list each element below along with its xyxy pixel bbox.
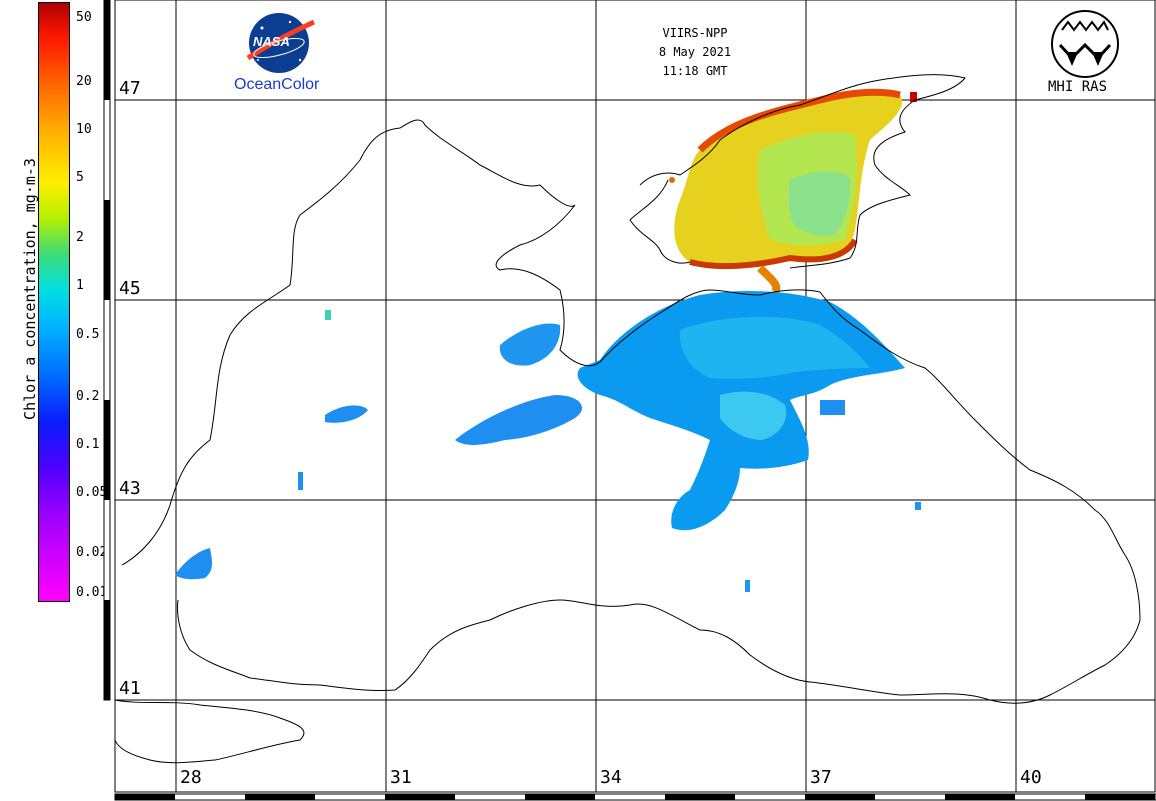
coastline (114, 74, 1141, 764)
satellite-name: VIIRS-NPP (662, 26, 728, 40)
lon-label: 34 (600, 767, 622, 788)
colorbar-label: 2 (76, 230, 84, 245)
oceancolor-caption: OceanColor (234, 76, 320, 93)
lon-label: 37 (810, 767, 832, 788)
colorbar-label: 20 (76, 74, 92, 89)
lon-label: 28 (180, 767, 202, 788)
colorbar-label: 50 (76, 10, 92, 25)
lat-label: 45 (119, 278, 141, 299)
colorbar (38, 2, 70, 602)
colorbar-label: 5 (76, 170, 84, 185)
chlorophyll-data (175, 88, 921, 592)
lon-label: 40 (1020, 767, 1042, 788)
lat-scale-bar (103, 0, 111, 701)
lat-label: 41 (119, 678, 141, 699)
colorbar-label: 0.2 (76, 389, 100, 404)
map-border (114, 0, 1156, 793)
graticule (115, 0, 1155, 792)
colorbar-label: 1 (76, 278, 84, 293)
colorbar-label: 0.1 (76, 437, 100, 452)
colorbar-label: 0.02 (76, 545, 108, 560)
lat-label: 43 (119, 478, 141, 499)
colorbar-label: 0.01 (76, 585, 108, 600)
nasa-logo (246, 13, 316, 73)
lat-label: 47 (119, 78, 141, 99)
nasa-wordmark: NASA (253, 34, 290, 49)
colorbar-label: 0.5 (76, 327, 100, 342)
image-date: 8 May 2021 (658, 45, 732, 59)
mhi-logo (1051, 10, 1119, 78)
colorbar-label: 10 (76, 122, 92, 137)
lon-label: 31 (390, 767, 412, 788)
colorbar-label: 0.05 (76, 485, 108, 500)
mhi-caption: MHI RAS (1048, 79, 1108, 95)
image-time: 11:18 GMT (662, 64, 728, 78)
